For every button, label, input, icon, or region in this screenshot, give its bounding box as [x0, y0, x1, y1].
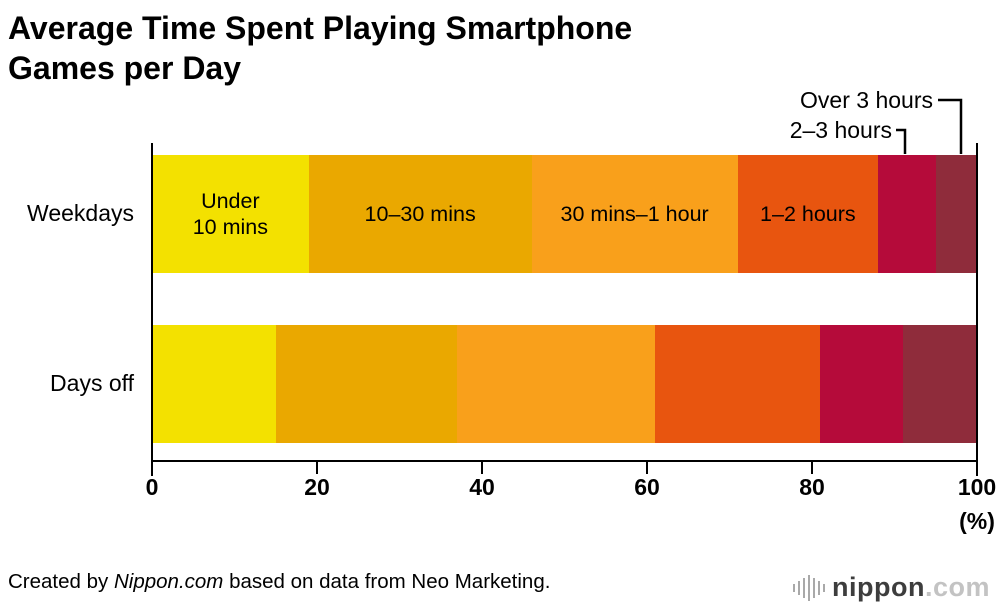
bar-segment: [935, 155, 977, 273]
axis-line-0: [151, 143, 153, 476]
credit-prefix: Created by: [8, 570, 114, 593]
segment-label: 30 mins–1 hour: [560, 201, 709, 226]
chart-title-line1: Average Time Spent Playing Smartphone: [8, 10, 633, 46]
bar-segment: 10–30 mins: [308, 155, 532, 273]
x-axis-tick-labels: (%) 0 20 40 60 80 100: [146, 474, 997, 534]
x-tick-label-80: 80: [799, 474, 825, 500]
bar-segment: [902, 325, 977, 443]
bar-segment: Under 10 mins: [152, 155, 309, 273]
bar-days-off: [152, 325, 977, 443]
chart-title: Average Time Spent Playing Smartphone Ga…: [8, 8, 632, 88]
row-label-weekdays: Weekdays: [27, 200, 134, 226]
plot-area: Under 10 mins 10–30 mins 30 mins–1 hour 1–2…: [151, 143, 978, 476]
logo-wordmark: nippon: [832, 572, 925, 602]
bar-segment: [275, 325, 458, 443]
callout-2-3-hours: 2–3 hours: [789, 117, 892, 143]
segment-label: Under 10 mins: [192, 188, 269, 239]
x-axis-unit-label: (%): [959, 508, 995, 534]
nippon-logo-bars-icon: [792, 574, 825, 602]
callout-over-3-hours: Over 3 hours: [800, 87, 933, 113]
chart-title-line2: Games per Day: [8, 50, 242, 86]
credit-source-name: Nippon.com: [113, 570, 224, 593]
x-axis-line: [151, 460, 978, 462]
x-tick-label-20: 20: [304, 474, 330, 500]
bar-segment: [820, 325, 903, 443]
x-tick-label-60: 60: [634, 474, 660, 500]
x-tick-label-40: 40: [469, 474, 495, 500]
bar-segment: [457, 325, 656, 443]
bar-segment: 1–2 hours: [737, 155, 878, 273]
segment-label: 10–30 mins: [364, 201, 476, 226]
source-credit: Created by Nippon.com based on data from…: [8, 570, 550, 594]
x-tick-label-0: 0: [145, 474, 159, 500]
bar-weekdays: Under 10 mins 10–30 mins 30 mins–1 hour 1–2…: [152, 155, 977, 273]
x-tick-mark: [646, 462, 648, 474]
bar-segment: [655, 325, 821, 443]
x-tick-mark: [316, 462, 318, 474]
credit-suffix: based on data from Neo Marketing.: [223, 570, 551, 593]
x-tick-mark: [481, 462, 483, 474]
axis-line-100: [976, 143, 978, 476]
bar-segment: [878, 155, 936, 273]
x-tick-label-100: 100: [957, 474, 997, 500]
logo-tld: .com: [924, 572, 990, 602]
segment-label: 1–2 hours: [760, 201, 856, 226]
row-label-days-off: Days off: [50, 370, 134, 396]
bar-segment: [152, 325, 276, 443]
x-tick-mark: [811, 462, 813, 474]
nippon-com-logo: nippon.com: [792, 572, 991, 603]
bar-segment: 30 mins–1 hour: [531, 155, 738, 273]
